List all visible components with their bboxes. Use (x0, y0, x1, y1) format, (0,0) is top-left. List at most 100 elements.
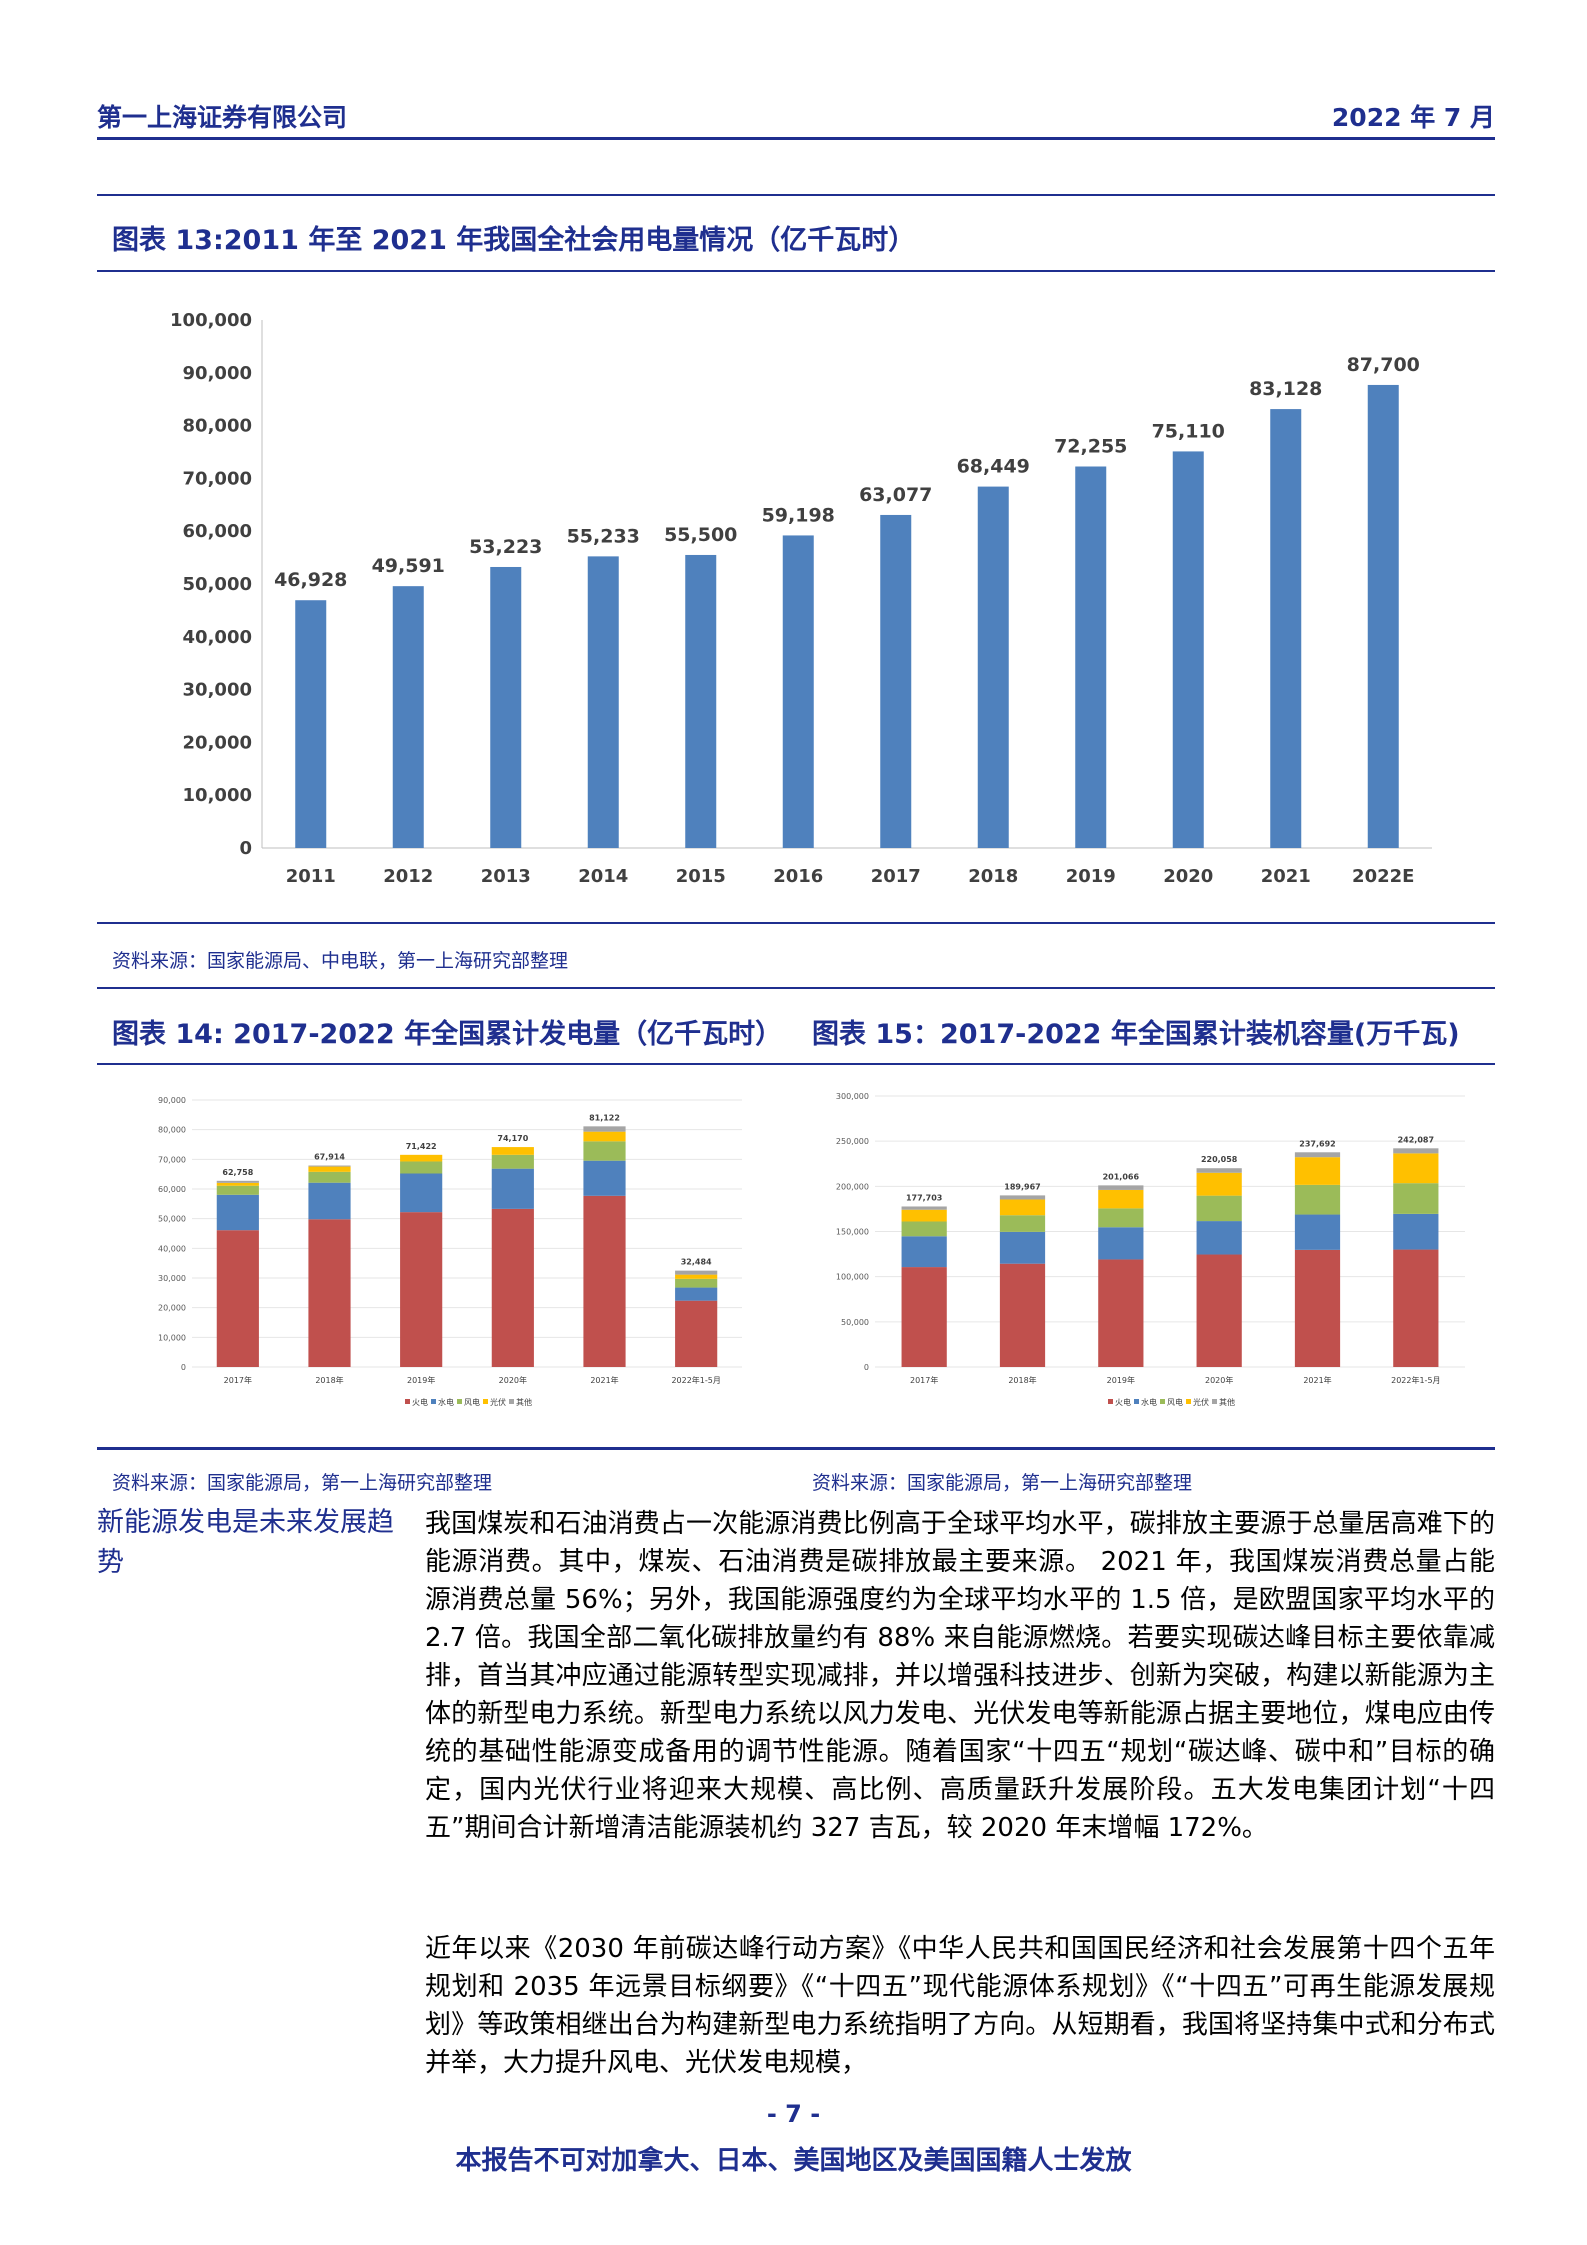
bar (880, 514, 912, 848)
stack-segment (308, 1166, 351, 1172)
stack-segment (400, 1212, 443, 1367)
total-label: 242,087 (1398, 1135, 1434, 1144)
stack-segment (1393, 1148, 1439, 1154)
bar (392, 586, 424, 848)
legend-swatch (1212, 1399, 1217, 1404)
fig14-title: 图表 14: 2017-2022 年全国累计发电量（亿千瓦时） (112, 1019, 783, 1050)
y-tick-label: 90,000 (158, 1096, 186, 1105)
data-label: 59,198 (762, 504, 835, 526)
legend-swatch (483, 1399, 488, 1404)
legend-label: 其他 (1219, 1397, 1235, 1407)
bar (587, 556, 619, 848)
y-tick-label: 30,000 (158, 1274, 186, 1283)
y-tick-label: 40,000 (158, 1244, 186, 1253)
legend-swatch (431, 1399, 436, 1404)
x-tick-label: 2017 (871, 866, 921, 887)
stack-segment (400, 1154, 443, 1162)
fig1415-title-rule (97, 1063, 1495, 1065)
fig13-top-rule (97, 194, 1495, 196)
total-label: 62,758 (222, 1168, 253, 1177)
total-label: 189,967 (1004, 1182, 1040, 1191)
stack-segment (1393, 1153, 1439, 1184)
data-label: 83,128 (1249, 378, 1322, 400)
fig15-chart: 0 50,000 100,000 150,000 200,000 250,000 300,0… (836, 1092, 1465, 1407)
legend-swatch (1186, 1399, 1191, 1404)
stack-segment (901, 1267, 947, 1367)
data-label: 55,500 (664, 524, 737, 546)
stack-segment (999, 1195, 1046, 1200)
stack-segment (1294, 1157, 1341, 1185)
stack-segment (999, 1231, 1046, 1264)
legend-label: 水电 (1141, 1397, 1157, 1407)
legend-label: 风电 (1167, 1397, 1183, 1407)
stack-segment (1098, 1208, 1144, 1228)
bar (1075, 466, 1107, 848)
x-tick-label: 2021年 (1303, 1375, 1331, 1385)
legend-label: 火电 (412, 1397, 428, 1407)
bar (1270, 409, 1302, 848)
data-label: 46,928 (274, 569, 347, 591)
stack-segment (1098, 1185, 1144, 1190)
y-tick-label: 0 (239, 838, 252, 859)
x-tick-label: 2020年 (1205, 1375, 1233, 1385)
fig15-title: 图表 15：2017-2022 年全国累计装机容量(万千瓦) (812, 1019, 1460, 1050)
bar (782, 535, 814, 848)
fig14-source: 资料来源：国家能源局，第一上海研究部整理 (112, 1472, 493, 1494)
fig14-chart: 0 10,000 20,000 30,000 40,000 50,000 60,000 70,… (158, 1096, 742, 1407)
x-tick-label: 2011 (286, 866, 336, 887)
fig13-title-rule (97, 270, 1495, 272)
total-label: 74,170 (497, 1134, 528, 1143)
stack-segment (1196, 1254, 1242, 1367)
stack-segment (675, 1287, 718, 1301)
y-tick-label: 70,000 (183, 468, 252, 489)
stack-segment (999, 1263, 1046, 1367)
x-tick-label: 2019年 (407, 1375, 435, 1385)
x-tick-label: 2019 (1066, 866, 1116, 887)
data-label: 53,223 (469, 536, 542, 558)
page-number: - 7 - (766, 2100, 821, 2128)
y-tick-label: 70,000 (158, 1155, 186, 1164)
stack-segment (491, 1154, 534, 1169)
legend-label: 其他 (516, 1397, 532, 1407)
stack-segment (216, 1230, 259, 1367)
x-tick-label: 2016 (773, 866, 823, 887)
stack-segment (583, 1195, 626, 1367)
y-tick-label: 0 (181, 1363, 186, 1372)
legend-swatch (457, 1399, 462, 1404)
stack-segment (308, 1171, 351, 1183)
stack-segment (491, 1147, 534, 1155)
stack-segment (216, 1180, 259, 1183)
disclaimer: 本报告不可对加拿大、日本、美国地区及美国国籍人士发放 (455, 2146, 1132, 2176)
y-tick-label: 80,000 (183, 416, 252, 437)
fig13-chart: 0 10,000 20,000 30,000 40,000 50,000 60,000 70,… (170, 310, 1432, 887)
y-tick-label: 10,000 (183, 785, 252, 806)
y-tick-label: 250,000 (836, 1137, 869, 1146)
y-tick-label: 100,000 (170, 310, 252, 331)
total-label: 220,058 (1201, 1155, 1238, 1164)
x-tick-label: 2017年 (224, 1375, 252, 1385)
y-tick-label: 40,000 (183, 627, 252, 648)
header-rule (97, 137, 1495, 140)
stack-segment (1393, 1183, 1439, 1214)
stack-segment (675, 1300, 718, 1367)
legend-label: 火电 (1115, 1397, 1131, 1407)
data-label: 68,449 (957, 456, 1030, 478)
fig15-source: 资料来源：国家能源局，第一上海研究部整理 (812, 1472, 1193, 1494)
y-tick-label: 50,000 (183, 574, 252, 595)
total-label: 201,066 (1103, 1172, 1140, 1181)
data-label: 75,110 (1152, 420, 1225, 442)
stack-segment (1393, 1249, 1439, 1367)
stack-segment (901, 1209, 947, 1222)
x-tick-label: 2021年 (590, 1375, 618, 1385)
stack-segment (1294, 1152, 1341, 1158)
stack-segment (1294, 1249, 1341, 1367)
y-tick-label: 300,000 (836, 1092, 869, 1101)
stack-segment (216, 1194, 259, 1231)
x-tick-label: 2020年 (499, 1375, 527, 1385)
data-label: 63,077 (859, 484, 932, 506)
stack-segment (583, 1131, 626, 1142)
data-label: 72,255 (1054, 435, 1127, 457)
stack-segment (1294, 1214, 1341, 1250)
data-label: 87,700 (1347, 354, 1420, 376)
legend-label: 光伏 (490, 1397, 506, 1407)
